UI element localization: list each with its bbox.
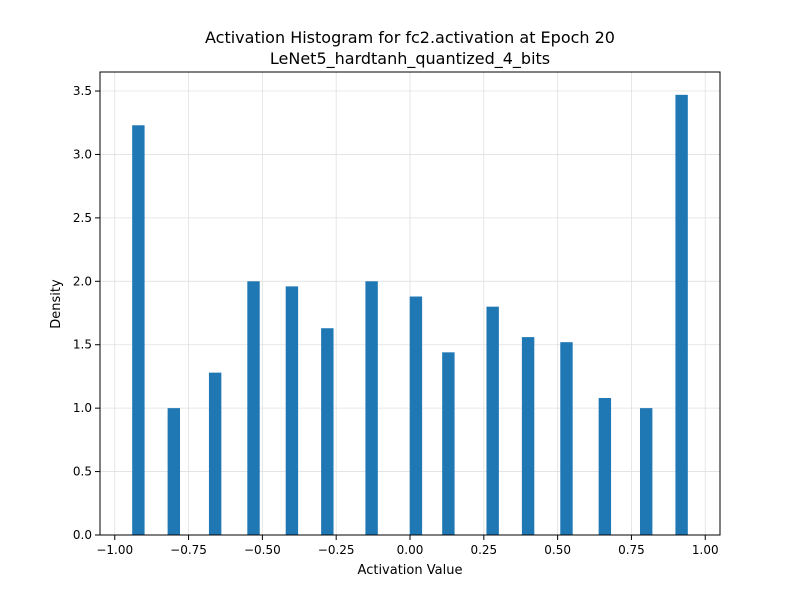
x-tick-label: 0.75 bbox=[618, 543, 645, 557]
histogram-bar bbox=[442, 352, 455, 535]
histogram-bar bbox=[486, 306, 499, 535]
x-axis-label: Activation Value bbox=[358, 563, 463, 578]
histogram-bar bbox=[167, 408, 181, 535]
x-tick-label: −1.00 bbox=[96, 543, 133, 557]
ticks: −1.00 −0.75 −0.50 −0.25 0.00 0.25 0.50 0.75 1.00… bbox=[73, 84, 719, 557]
y-tick-label: 1.0 bbox=[73, 401, 92, 415]
x-tick-label: 0.25 bbox=[470, 543, 497, 557]
histogram-bar bbox=[409, 296, 423, 535]
histogram-bar bbox=[285, 286, 299, 535]
y-tick-label: 3.0 bbox=[73, 147, 92, 161]
x-tick-label: 0.50 bbox=[544, 543, 571, 557]
histogram-bar bbox=[208, 372, 222, 535]
chart-subtitle: LeNet5_hardtanh_quantized_4_bits bbox=[270, 49, 550, 69]
chart-title: Activation Histogram for fc2.activation … bbox=[205, 28, 615, 47]
histogram-bar bbox=[247, 281, 260, 535]
bars bbox=[132, 94, 688, 536]
x-tick-label: −0.50 bbox=[244, 543, 281, 557]
histogram-bar bbox=[560, 342, 573, 535]
histogram-bar bbox=[598, 398, 612, 535]
histogram-bar bbox=[365, 281, 378, 535]
y-tick-label: 1.5 bbox=[73, 338, 92, 352]
histogram-bar bbox=[675, 94, 688, 535]
x-tick-label: −0.25 bbox=[318, 543, 355, 557]
histogram-bar bbox=[321, 328, 334, 535]
y-tick-label: 0.5 bbox=[73, 465, 92, 479]
y-tick-label: 2.5 bbox=[73, 211, 92, 225]
histogram-bar bbox=[132, 125, 145, 536]
y-tick-label: 2.0 bbox=[73, 274, 92, 288]
x-tick-label: −0.75 bbox=[170, 543, 207, 557]
y-tick-label: 3.5 bbox=[73, 84, 92, 98]
histogram-bar bbox=[639, 408, 653, 535]
x-tick-label: 0.00 bbox=[397, 543, 424, 557]
y-axis-label: Density bbox=[49, 279, 64, 329]
histogram-bar bbox=[521, 337, 535, 535]
y-tick-label: 0.0 bbox=[73, 528, 92, 542]
x-tick-label: 1.00 bbox=[692, 543, 719, 557]
